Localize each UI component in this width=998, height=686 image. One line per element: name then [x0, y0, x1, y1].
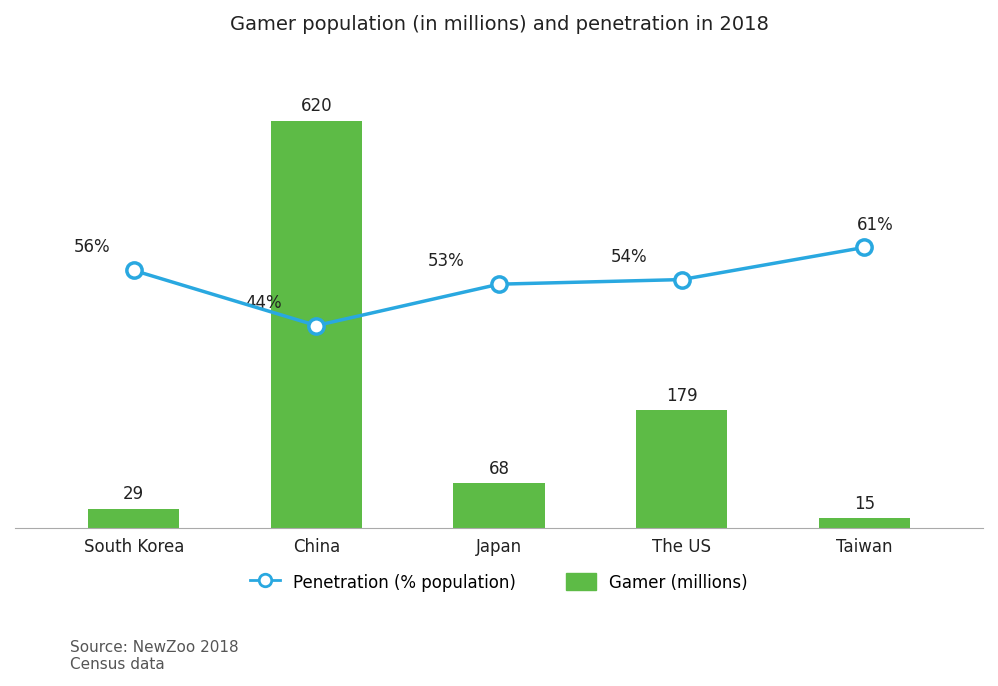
- Bar: [88, 509, 180, 528]
- Title: Gamer population (in millions) and penetration in 2018: Gamer population (in millions) and penet…: [230, 15, 768, 34]
- Bar: [818, 518, 910, 528]
- Text: Source: NewZoo 2018
Census data: Source: NewZoo 2018 Census data: [70, 640, 239, 672]
- Text: 53%: 53%: [428, 252, 465, 270]
- Text: 620: 620: [300, 97, 332, 115]
- Text: 29: 29: [123, 486, 145, 504]
- Text: 54%: 54%: [611, 248, 647, 265]
- Legend: Penetration (% population), Gamer (millions): Penetration (% population), Gamer (milli…: [242, 565, 756, 600]
- Bar: [453, 483, 545, 528]
- Text: 179: 179: [666, 387, 698, 405]
- Text: 15: 15: [853, 495, 875, 512]
- Text: 68: 68: [488, 460, 510, 478]
- Text: 61%: 61%: [857, 215, 894, 233]
- Bar: [636, 410, 728, 528]
- Text: 44%: 44%: [246, 294, 281, 311]
- Text: 56%: 56%: [74, 239, 111, 257]
- Bar: [270, 121, 362, 528]
